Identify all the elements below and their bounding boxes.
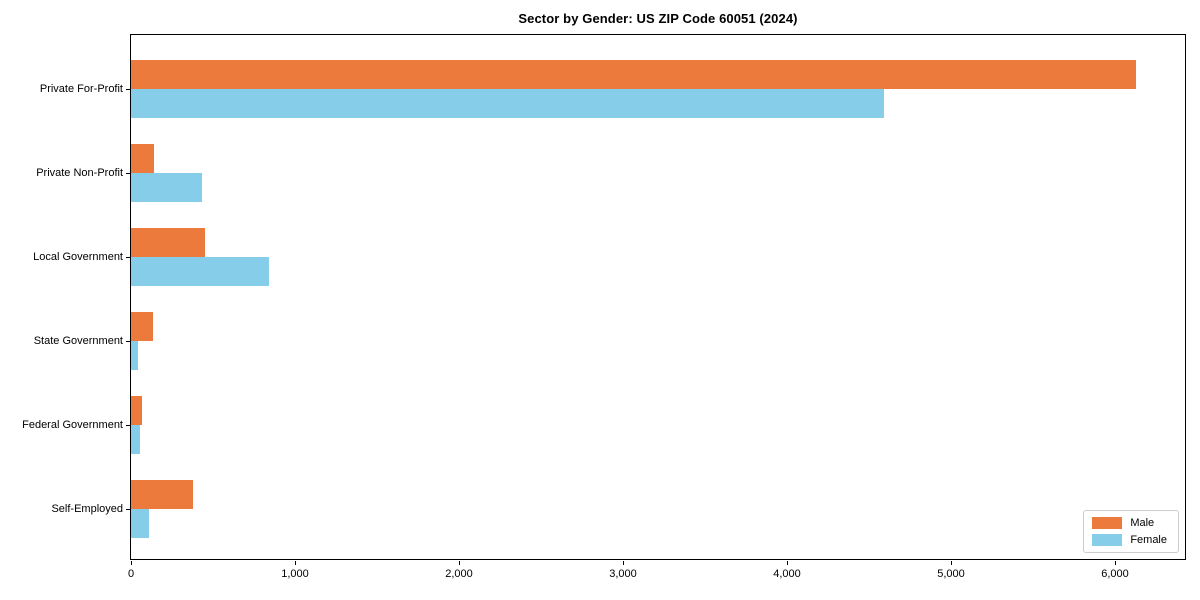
y-axis-tick: [126, 89, 130, 90]
y-axis-category-label: Federal Government: [22, 419, 123, 431]
legend-swatch-male: [1092, 517, 1123, 529]
y-axis-tick: [126, 341, 130, 342]
y-axis-tick: [126, 425, 130, 426]
bar-male-3: [131, 228, 205, 257]
chart-title: Sector by Gender: US ZIP Code 60051 (202…: [518, 11, 798, 26]
x-axis-tick-label: 2,000: [445, 568, 473, 580]
x-axis-tick-label: 1,000: [281, 568, 309, 580]
bar-female-1: [131, 89, 884, 118]
x-axis-tick: [131, 561, 132, 565]
x-axis-tick: [787, 561, 788, 565]
bar-male-1: [131, 60, 1136, 89]
bar-female-6: [131, 509, 149, 538]
y-axis-category-label: Private Non-Profit: [36, 167, 123, 179]
y-axis-tick: [126, 257, 130, 258]
legend-swatch-female: [1092, 534, 1123, 546]
legend-entry-male: Male: [1092, 517, 1169, 529]
bar-female-2: [131, 173, 202, 202]
bar-male-4: [131, 312, 153, 341]
bar-female-5: [131, 425, 140, 454]
bar-male-6: [131, 480, 193, 509]
x-axis-tick: [951, 561, 952, 565]
legend-label: Male: [1130, 516, 1155, 529]
y-axis-category-label: Self-Employed: [51, 503, 123, 515]
bar-male-2: [131, 144, 154, 173]
x-axis-tick: [1115, 561, 1116, 565]
y-axis-tick: [126, 173, 130, 174]
y-axis-tick: [126, 509, 130, 510]
x-axis-tick-label: 5,000: [937, 568, 965, 580]
bar-female-4: [131, 341, 138, 370]
bar-male-5: [131, 396, 142, 425]
bar-female-3: [131, 257, 269, 286]
y-axis-category-label: State Government: [33, 335, 123, 347]
x-axis-tick-label: 0: [127, 568, 135, 580]
legend-label: Female: [1130, 533, 1167, 546]
x-axis-tick-label: 6,000: [1101, 568, 1129, 580]
y-axis-category-label: Local Government: [33, 251, 123, 263]
x-axis-tick: [623, 561, 624, 565]
legend: Male Female: [1083, 510, 1179, 553]
y-axis-category-label: Private For-Profit: [39, 83, 123, 95]
x-axis-tick: [459, 561, 460, 565]
x-axis-tick-label: 3,000: [609, 568, 637, 580]
x-axis-tick: [295, 561, 296, 565]
x-axis-tick-label: 4,000: [773, 568, 801, 580]
plot-area: Male Female Private For-Profit Private Non…: [22, 34, 1186, 580]
legend-entry-female: Female: [1092, 534, 1169, 546]
